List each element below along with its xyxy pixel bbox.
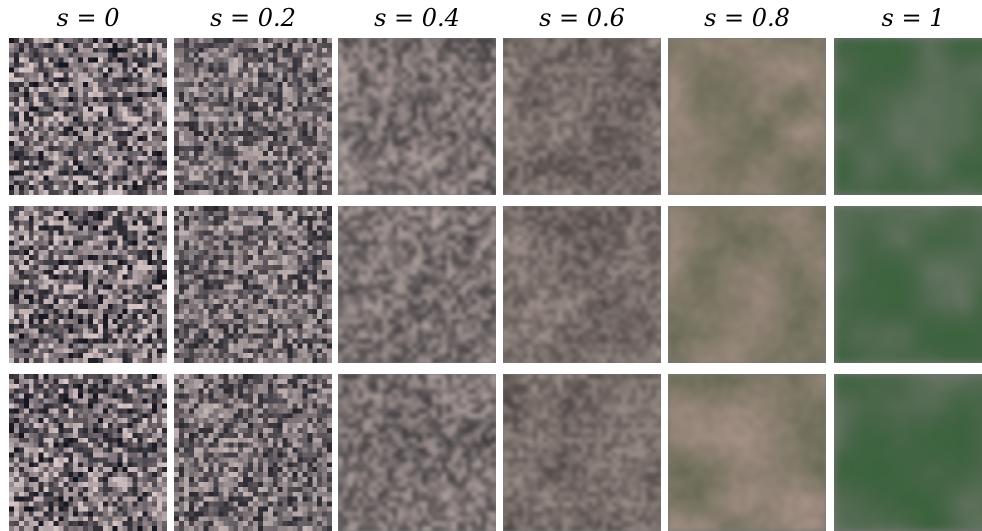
column-title-s02: s = 0.2	[210, 4, 296, 32]
sample-texture	[668, 38, 826, 195]
column-title-s08: s = 0.8	[704, 4, 790, 32]
sample-texture	[174, 374, 332, 531]
sample-texture	[338, 374, 496, 531]
sample-texture	[9, 374, 167, 531]
sample-tile	[174, 374, 332, 531]
sample-tile	[668, 206, 826, 363]
sample-tile	[338, 374, 496, 531]
sample-texture	[834, 374, 982, 531]
sample-texture	[668, 206, 826, 363]
sample-tile	[834, 374, 982, 531]
sample-tile	[9, 206, 167, 363]
sample-image-grid	[9, 38, 982, 531]
sample-tile	[174, 38, 332, 195]
sample-texture	[9, 38, 167, 195]
column-title-s04: s = 0.4	[374, 4, 460, 32]
sample-texture	[834, 206, 982, 363]
sample-tile	[9, 38, 167, 195]
sample-texture	[503, 374, 661, 531]
sample-tile	[338, 38, 496, 195]
sample-texture	[834, 38, 982, 195]
sample-texture	[338, 206, 496, 363]
sample-tile	[834, 38, 982, 195]
sample-tile	[668, 38, 826, 195]
column-header-row: s = 0 s = 0.2 s = 0.4 s = 0.6 s = 0.8 s …	[0, 0, 982, 38]
sample-tile	[9, 374, 167, 531]
sample-tile	[834, 206, 982, 363]
sample-tile	[174, 206, 332, 363]
sample-texture	[503, 206, 661, 363]
sample-tile	[503, 374, 661, 531]
sample-tile	[503, 38, 661, 195]
sample-texture	[338, 38, 496, 195]
sample-tile	[338, 206, 496, 363]
sample-texture	[9, 206, 167, 363]
column-title-s0: s = 0	[56, 4, 120, 32]
sample-tile	[668, 374, 826, 531]
sample-texture	[668, 374, 826, 531]
column-title-s1: s = 1	[881, 4, 945, 32]
sample-texture	[174, 38, 332, 195]
sample-texture	[503, 38, 661, 195]
column-title-s06: s = 0.6	[539, 4, 625, 32]
sample-tile	[503, 206, 661, 363]
sample-texture	[174, 206, 332, 363]
